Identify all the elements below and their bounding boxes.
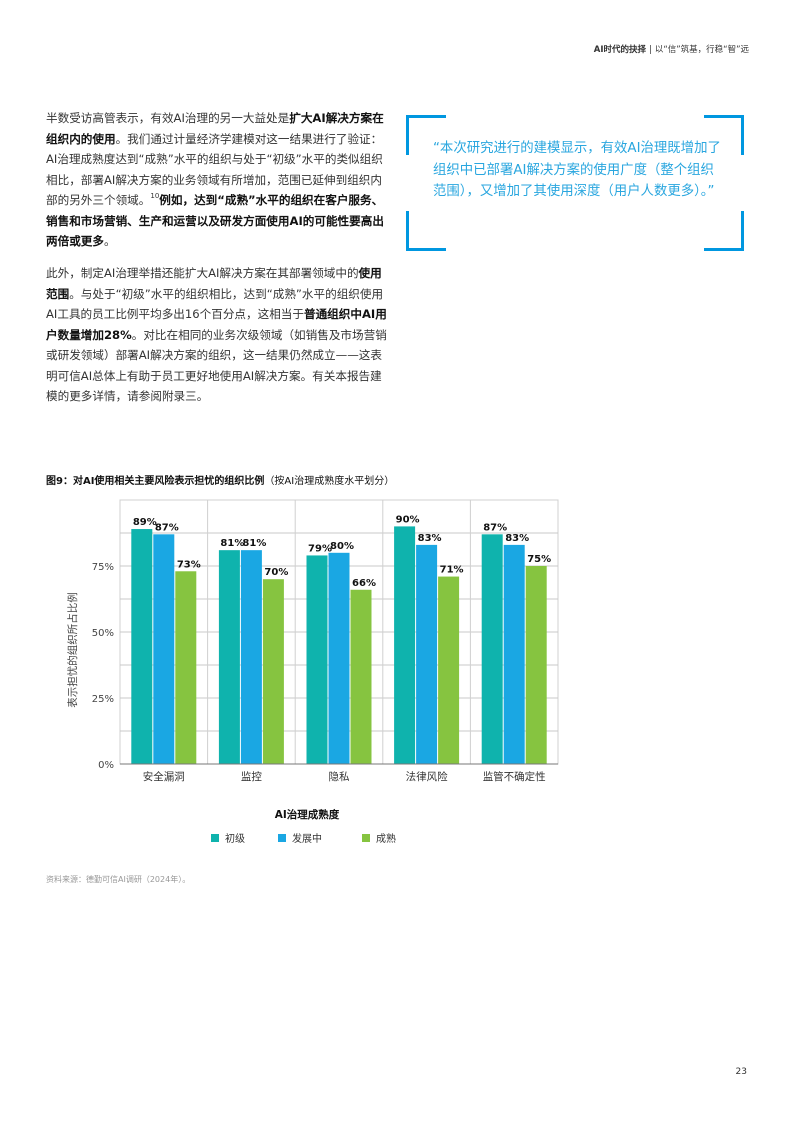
para1-text-3: 。 <box>103 234 116 248</box>
figure-title: 图9：对AI使用相关主要风险表示担忧的组织比例（按AI治理成熟度水平划分） <box>46 472 394 487</box>
quote-bracket-left-top <box>406 115 409 155</box>
figure-label: 图9： <box>46 476 73 487</box>
bar <box>175 571 197 764</box>
quote-bracket-right-bottom-h <box>704 248 744 251</box>
x-tick-label: 安全漏洞 <box>143 770 185 783</box>
bar <box>306 555 328 764</box>
bar <box>438 576 460 764</box>
figure-title-text: 对AI使用相关主要风险表示担忧的组织比例 <box>72 476 265 487</box>
bar <box>481 534 503 764</box>
para1-bold-2: 例如，达到“成熟”水平的组织在客户服务、销售和市场营销、生产和运营以及研发方面使… <box>46 193 384 248</box>
bar <box>218 550 240 764</box>
data-label: 66% <box>352 578 376 589</box>
x-tick-label: 隐私 <box>329 771 350 783</box>
pull-quote: “本次研究进行的建模显示，有效AI治理既增加了组织中已部署AI解决方案的使用广度… <box>406 115 744 251</box>
bar <box>394 526 416 764</box>
y-tick-label: 50% <box>92 628 114 639</box>
report-subtitle: 以“信”筑基，行稳“智”远 <box>654 45 749 55</box>
bar <box>350 589 372 764</box>
body-paragraph-1: 半数受访高管表示，有效AI治理的另一大益处是扩大AI解决方案在组织内的使用。我们… <box>46 108 392 252</box>
data-label: 71% <box>440 565 464 576</box>
legend-item: 成熟 <box>362 830 396 845</box>
running-header: AI时代的抉择 | 以“信”筑基，行稳“智”远 <box>594 43 749 55</box>
para2-bold-1: 使用范围 <box>46 266 382 301</box>
x-tick-label: 监管不确定性 <box>483 770 546 783</box>
data-label: 81% <box>220 538 244 549</box>
legend-label: 初级 <box>225 834 245 845</box>
data-label: 81% <box>242 538 266 549</box>
bar <box>240 550 262 764</box>
report-title: AI时代的抉择 <box>593 45 646 55</box>
bar <box>153 534 175 764</box>
bar <box>262 579 284 764</box>
bar <box>416 544 438 764</box>
para2-text-1: 此外，制定AI治理举措还能扩大AI解决方案在其部署领域中的 <box>46 266 359 280</box>
chart-legend: 初级 发展中 成熟 <box>0 830 793 846</box>
quote-bracket-left-bottom <box>406 211 409 251</box>
para2-text-2: 。与处于“初级”水平的组织相比，达到“成熟”水平的组织使用AI工具的员工比例平均… <box>46 286 384 322</box>
y-axis-label: 表示担忧的组织所占比例 <box>66 592 79 708</box>
legend-label: 发展中 <box>292 834 322 845</box>
bar <box>525 566 547 764</box>
body-paragraph-2: 此外，制定AI治理举措还能扩大AI解决方案在其部署领域中的使用范围。与处于“初级… <box>46 263 392 407</box>
legend-item: 发展中 <box>278 830 322 845</box>
footnote-ref[interactable]: 10 <box>150 192 160 200</box>
data-label: 83% <box>418 533 442 544</box>
legend-label: 成熟 <box>376 834 396 845</box>
para1-bold-1: 扩大AI解决方案在组织内的使用 <box>46 111 384 146</box>
legend-swatch <box>211 834 219 842</box>
para2-text-3: 。对比在相同的业务次级领域（如销售及市场营销或研发领域）部署AI解决方案的组织，… <box>46 327 387 404</box>
bar <box>328 552 350 764</box>
figure-title-note: （按AI治理成熟度水平划分） <box>264 476 395 487</box>
data-label: 87% <box>155 522 179 533</box>
bar <box>503 544 525 764</box>
data-label: 89% <box>133 517 157 528</box>
data-label: 87% <box>483 522 507 533</box>
para2-bold-2: 普通组织中AI用户数量增加28% <box>46 307 387 342</box>
data-label: 75% <box>527 554 551 565</box>
y-tick-label: 0% <box>98 760 114 771</box>
legend-item: 初级 <box>211 830 245 845</box>
source-note: 资料来源：德勤可信AI调研（2024年）。 <box>46 875 191 884</box>
y-tick-label: 25% <box>92 694 114 705</box>
quote-bracket-left-bottom-h <box>406 248 446 251</box>
bar <box>131 529 153 764</box>
data-label: 73% <box>177 559 201 570</box>
quote-bracket-right-top <box>741 115 744 155</box>
x-tick-label: 法律风险 <box>406 770 448 783</box>
data-label: 79% <box>308 543 332 554</box>
quote-bracket-right-bottom <box>741 211 744 251</box>
page-number: 23 <box>735 1067 747 1077</box>
data-label: 90% <box>396 514 420 525</box>
para1-text-1: 半数受访高管表示，有效AI治理的另一大益处是 <box>46 111 290 125</box>
x-tick-label: 监控 <box>241 770 262 783</box>
quote-bracket-left-top-h <box>406 115 446 118</box>
y-tick-label: 75% <box>92 562 114 573</box>
data-label: 70% <box>264 567 288 578</box>
x-axis-title: AI治理成熟度 <box>275 808 340 821</box>
para1-text-2: 。我们通过计量经济学建模对这一结果进行了验证：AI治理成熟度达到“成熟”水平的组… <box>46 131 383 208</box>
header-divider: | <box>649 45 652 55</box>
quote-text: “本次研究进行的建模显示，有效AI治理既增加了组织中已部署AI解决方案的使用广度… <box>433 141 721 199</box>
quote-bracket-right-top-h <box>704 115 744 118</box>
data-label: 80% <box>330 541 354 552</box>
legend-swatch <box>278 834 286 842</box>
data-label: 83% <box>505 533 529 544</box>
legend-swatch <box>362 834 370 842</box>
bar-chart: 0%25%50%75%89%87%73%安全漏洞81%81%70%监控79%80… <box>66 499 559 821</box>
